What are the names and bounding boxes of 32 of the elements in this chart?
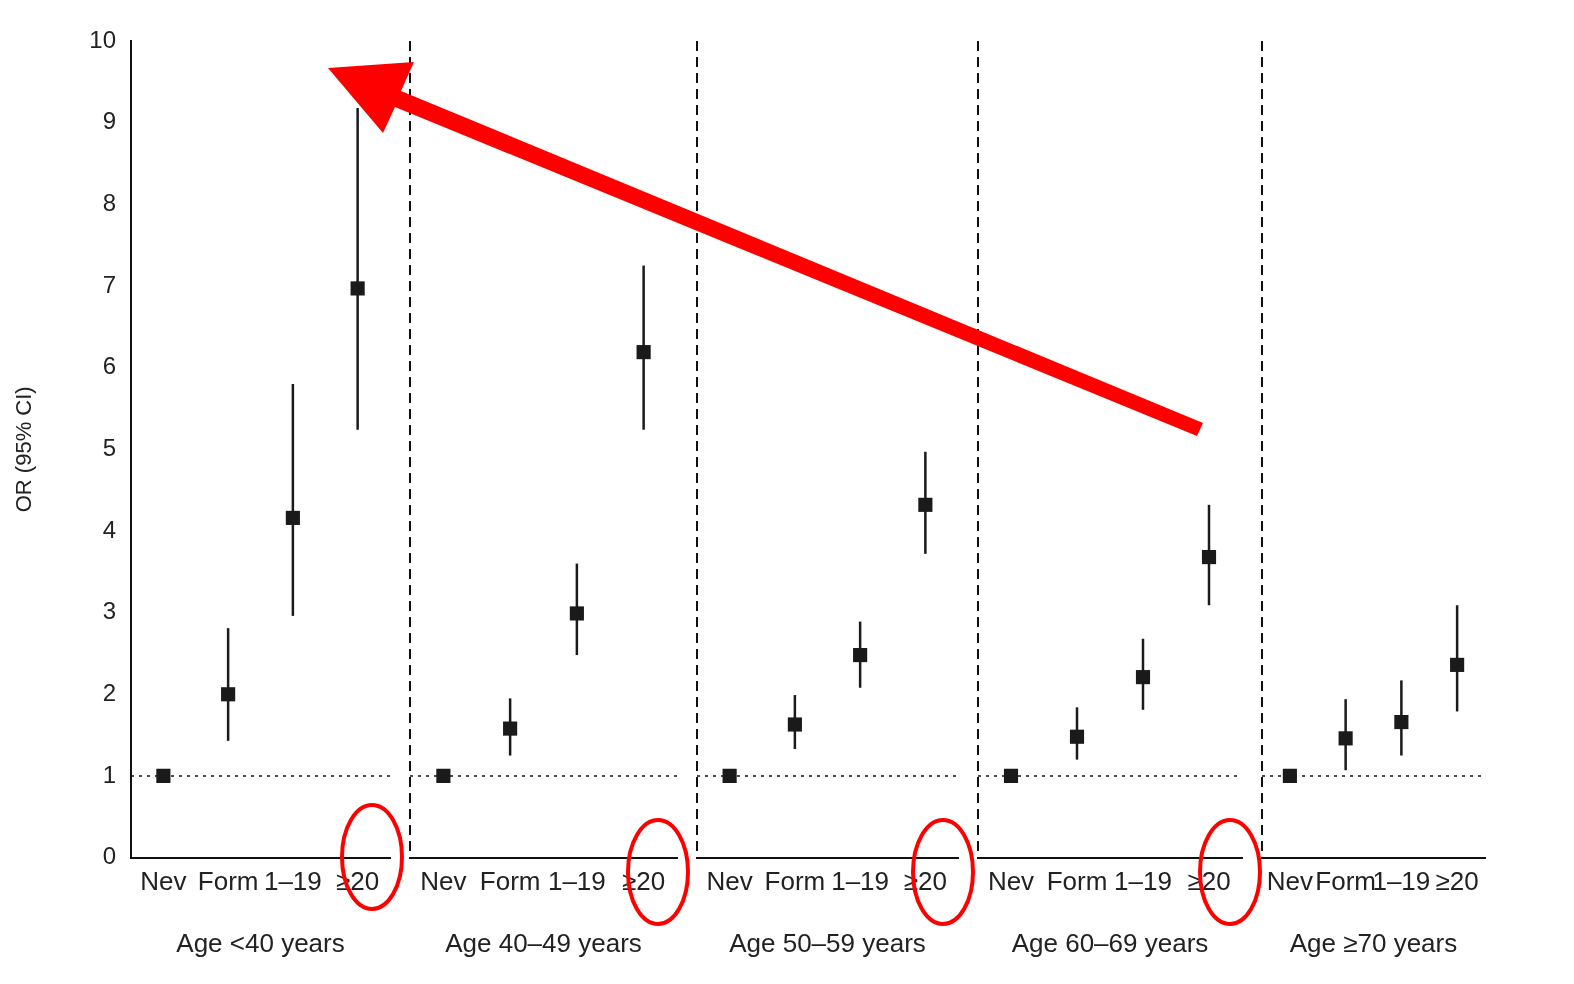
x-tick-label: 1–19 bbox=[831, 866, 890, 897]
x-tick-label: Form bbox=[764, 866, 826, 897]
y-axis-title: OR (95% CI) bbox=[11, 386, 37, 513]
y-tick-label: 8 bbox=[102, 188, 116, 216]
x-axis-title: Age 40–49 years bbox=[445, 927, 642, 958]
x-tick-label: 1–19 bbox=[547, 866, 606, 897]
x-tick-label: Form bbox=[1315, 866, 1376, 897]
x-tick-label: Form bbox=[197, 866, 259, 897]
x-tick-label: 1–19 bbox=[263, 866, 322, 897]
y-tick-label: 5 bbox=[102, 433, 116, 461]
y-tick-label: 0 bbox=[102, 842, 116, 870]
y-tick-label: 10 bbox=[89, 25, 116, 53]
y-tick-label: 4 bbox=[102, 515, 116, 543]
x-axis-title: Age 60–69 years bbox=[1011, 927, 1209, 958]
x-tick-label: Form bbox=[1046, 866, 1108, 897]
y-tick-label: 2 bbox=[102, 678, 116, 706]
x-tick-label: 1–19 bbox=[1114, 866, 1172, 897]
x-axis-title: Age ≥70 years bbox=[1289, 927, 1458, 958]
y-tick-label: 6 bbox=[102, 352, 116, 380]
y-tick-label: 3 bbox=[102, 597, 116, 625]
x-tick-label: Nev bbox=[420, 866, 467, 897]
x-axis-title: Age <40 years bbox=[176, 927, 345, 958]
y-tick-label: 7 bbox=[102, 270, 116, 298]
x-tick-label: Nev bbox=[1266, 866, 1313, 897]
x-tick-label: ≥20 bbox=[1435, 866, 1479, 897]
x-tick-label: Form bbox=[479, 866, 541, 897]
x-axis-title: Age 50–59 years bbox=[729, 927, 926, 958]
x-tick-label: Nev bbox=[987, 866, 1035, 897]
y-tick-label: 9 bbox=[102, 107, 116, 135]
y-tick-label: 1 bbox=[102, 760, 116, 788]
x-tick-label: Nev bbox=[706, 866, 753, 897]
x-tick-label: Nev bbox=[140, 866, 187, 897]
